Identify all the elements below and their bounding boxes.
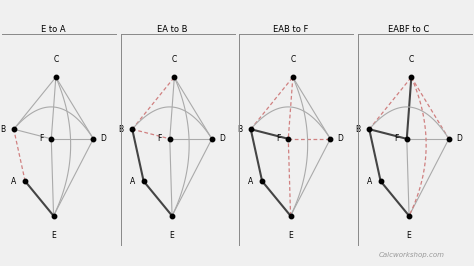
Text: E: E (170, 231, 174, 240)
Text: Calcworkshop.com: Calcworkshop.com (379, 252, 445, 258)
Text: A: A (248, 177, 254, 186)
Text: E to A: E to A (41, 26, 66, 35)
Text: F: F (39, 134, 43, 143)
Text: B: B (0, 125, 5, 134)
Text: EA to B: EA to B (157, 26, 187, 35)
Text: A: A (366, 177, 372, 186)
Text: F: F (276, 134, 280, 143)
Text: B: B (118, 125, 123, 134)
Text: E: E (407, 231, 411, 240)
Text: F: F (157, 134, 162, 143)
Text: C: C (172, 55, 177, 64)
Text: C: C (53, 55, 58, 64)
Text: E: E (51, 231, 56, 240)
Text: D: D (456, 134, 462, 143)
Text: C: C (290, 55, 295, 64)
Text: F: F (394, 134, 399, 143)
Text: E: E (288, 231, 293, 240)
Text: A: A (129, 177, 135, 186)
Text: EAB to F: EAB to F (273, 26, 308, 35)
Text: A: A (11, 177, 17, 186)
Text: C: C (409, 55, 414, 64)
Text: B: B (356, 125, 360, 134)
Text: D: D (100, 134, 107, 143)
Text: B: B (237, 125, 242, 134)
Text: D: D (337, 134, 344, 143)
Text: EABF to C: EABF to C (388, 26, 430, 35)
Text: D: D (219, 134, 225, 143)
